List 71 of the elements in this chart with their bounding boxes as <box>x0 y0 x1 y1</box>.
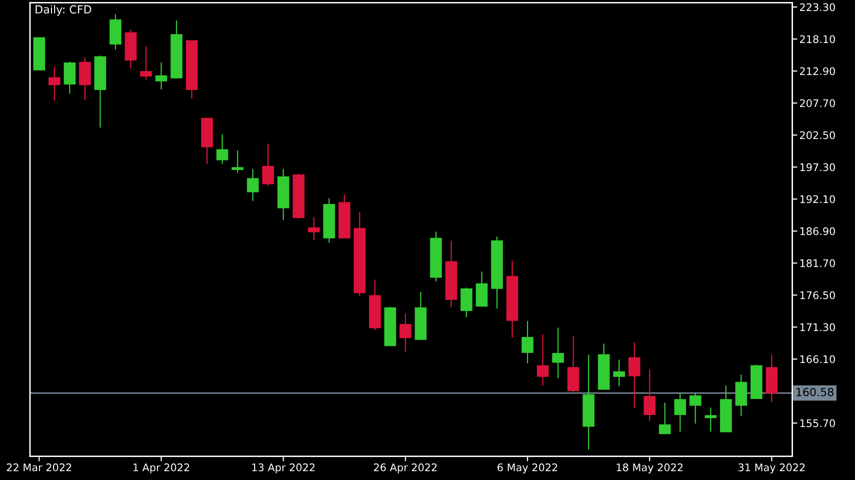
candlestick <box>598 343 610 390</box>
x-tick-label: 26 Apr 2022 <box>374 463 437 474</box>
candlestick <box>704 407 717 432</box>
y-tick-label: 197.30 <box>800 163 835 172</box>
candlestick <box>582 354 594 450</box>
candlestick <box>277 168 290 221</box>
y-tick-label: 171.30 <box>800 323 835 332</box>
candlestick <box>567 335 580 394</box>
y-tick-label: 207.70 <box>800 99 835 108</box>
y-tick-label: 186.90 <box>800 227 835 236</box>
candlestick <box>262 143 274 186</box>
candlestick <box>476 271 488 307</box>
candlestick <box>323 198 336 244</box>
candlestick <box>460 287 472 318</box>
x-tick-label: 1 Apr 2022 <box>134 463 190 474</box>
candlestick <box>766 354 778 403</box>
y-tick-label: 155.70 <box>800 419 835 428</box>
x-tick-label: 13 Apr 2022 <box>252 463 314 474</box>
candlestick <box>400 312 412 352</box>
candlestick <box>48 66 60 102</box>
candlestick <box>110 14 122 50</box>
candlestick <box>246 168 259 202</box>
candlestick <box>628 342 640 409</box>
candlestick <box>613 359 625 387</box>
candlestick <box>155 62 168 90</box>
candlestick <box>33 37 46 70</box>
candlestick <box>430 231 442 282</box>
candlestick <box>522 320 534 364</box>
candlestick <box>506 260 518 338</box>
y-tick-label: 176.50 <box>800 291 835 300</box>
y-tick-label: 166.10 <box>800 355 835 364</box>
y-tick-label: 218.10 <box>800 35 835 44</box>
candlestick <box>644 368 656 422</box>
candlestick <box>354 211 366 297</box>
candlestick <box>658 402 671 434</box>
y-tick-label: 212.90 <box>800 67 835 76</box>
y-tick-label: 202.50 <box>800 131 835 140</box>
candlestick <box>64 61 76 94</box>
candlestick <box>689 392 702 424</box>
candlestick <box>491 236 503 310</box>
candlestick <box>338 194 350 238</box>
candlestick <box>414 291 427 340</box>
x-tick-label: 31 May 2022 <box>738 463 805 474</box>
candlestick <box>674 392 686 432</box>
candlestick <box>735 374 748 417</box>
x-tick-label: 18 May 2022 <box>616 463 683 474</box>
x-tick-label: 6 May 2022 <box>498 463 558 474</box>
candlestick <box>720 384 732 432</box>
candlestick <box>186 40 198 100</box>
candlestick <box>232 150 244 174</box>
y-tick-label: 181.70 <box>800 259 835 268</box>
candlestick <box>140 46 152 80</box>
x-tick-label: 22 Mar 2022 <box>6 463 72 472</box>
candlestick <box>201 118 213 165</box>
candlestick <box>170 20 182 78</box>
candlestick <box>124 29 137 70</box>
candlestick <box>308 216 320 241</box>
candlestick <box>216 134 228 165</box>
candlestick <box>750 364 762 399</box>
ref-line-label: 160.58 <box>796 388 834 396</box>
y-tick-label: 223.30 <box>800 3 835 12</box>
candlestick <box>384 306 396 346</box>
candlestick <box>369 279 381 331</box>
candlestick <box>445 240 458 308</box>
candlestick <box>94 55 106 128</box>
candlestick <box>552 327 564 379</box>
chart-title: Daily: CFD <box>36 4 92 16</box>
y-tick-label: 192.10 <box>800 195 835 204</box>
candlestick <box>536 334 549 386</box>
candlestick <box>292 173 304 220</box>
candlestick <box>79 56 91 100</box>
